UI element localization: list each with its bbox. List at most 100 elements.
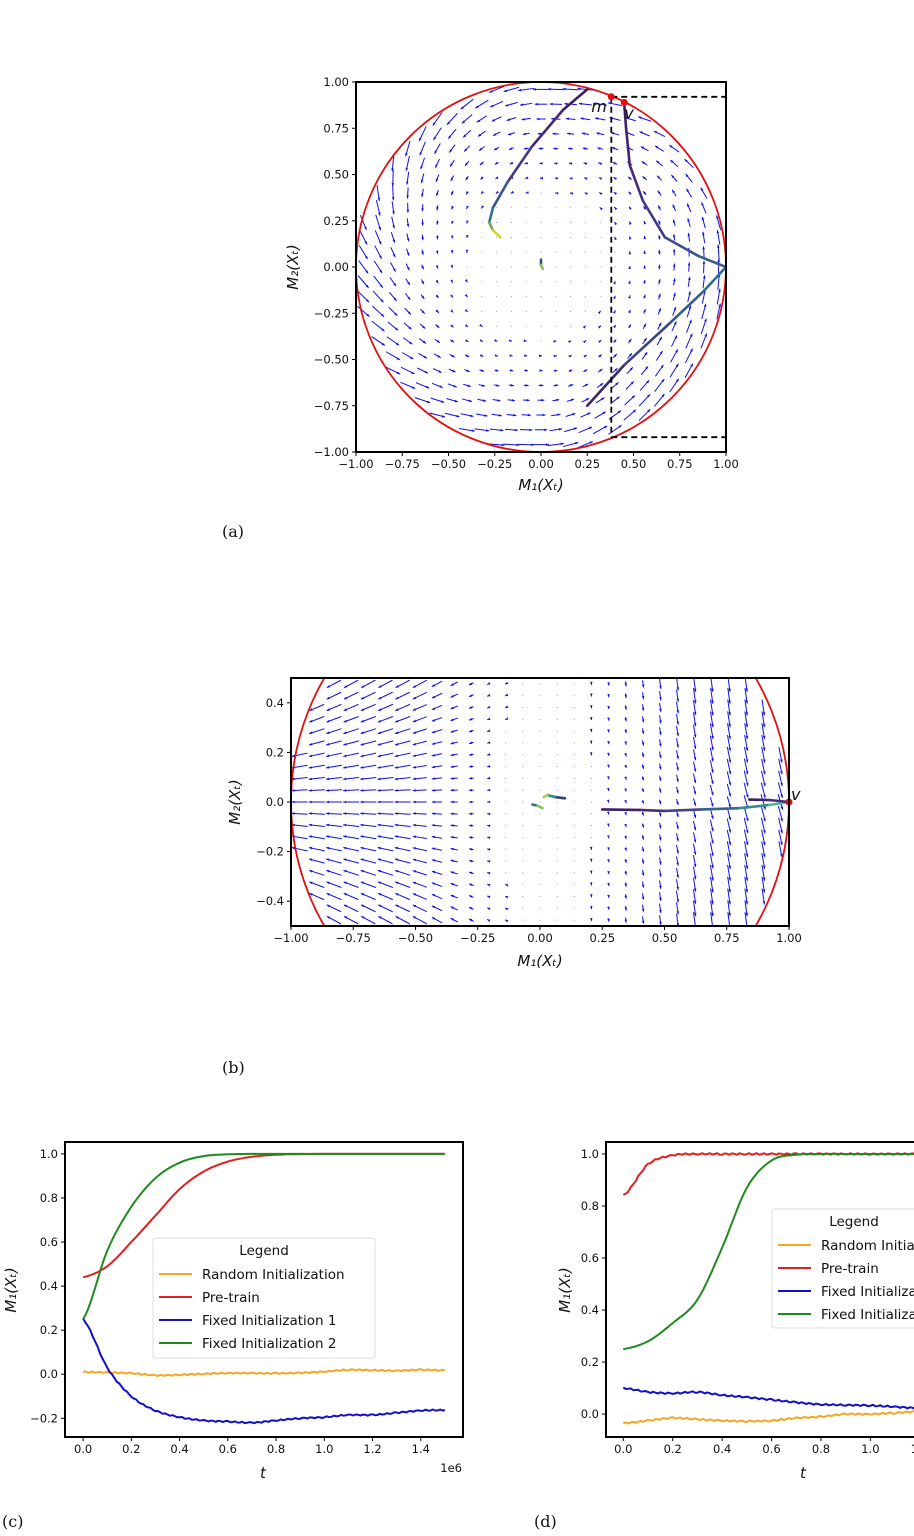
quiver-arrowhead <box>450 250 454 254</box>
y-tick-label: 0.2 <box>266 745 284 759</box>
y-tick-label: 0.75 <box>323 121 349 135</box>
quiver-arrowhead <box>628 191 632 195</box>
quiver-arrowhead <box>569 177 573 180</box>
quiver-arrowhead <box>658 205 661 209</box>
y-axis-label: M₂(Xₜ) <box>284 244 302 289</box>
quiver-arrowhead <box>607 894 610 898</box>
quiver-dot <box>555 325 557 327</box>
trajectory <box>531 803 544 810</box>
quiver-arrowhead <box>599 207 603 211</box>
x-tick-label: 0.2 <box>122 1442 140 1456</box>
quiver-dot <box>540 310 542 312</box>
quiver-arrowhead <box>762 901 766 905</box>
quiver-arrowhead <box>711 688 714 692</box>
quiver-arrowhead <box>638 116 642 119</box>
quiver-arrowhead <box>711 913 714 917</box>
quiver-dot <box>522 789 524 791</box>
quiver-arrowhead <box>381 342 385 346</box>
x-tick-label: −1.00 <box>338 457 373 471</box>
quiver-arrowhead <box>589 752 593 756</box>
quiver-arrowhead <box>450 683 454 686</box>
quiver-dot <box>539 884 541 886</box>
trajectory-segment <box>487 206 495 224</box>
quiver-arrowhead <box>711 747 714 751</box>
quiver-arrowhead <box>505 705 509 708</box>
quiver-arrowhead <box>522 132 526 136</box>
quiver-dot <box>481 266 483 268</box>
quiver-arrowhead <box>538 147 542 150</box>
quiver-arrowhead <box>589 870 593 874</box>
quiver-arrowhead <box>658 766 662 770</box>
quiver-arrowhead <box>391 197 395 201</box>
quiver-dot <box>525 251 527 253</box>
quiver-arrowhead <box>469 824 473 827</box>
quiver-arrowhead <box>687 233 691 237</box>
y-tick-label: −0.25 <box>314 306 349 320</box>
quiver-arrowhead <box>711 792 714 796</box>
x-axis-label: t <box>800 1464 807 1482</box>
quiver-arrowhead <box>510 190 515 194</box>
quiver-dot <box>540 296 542 298</box>
quiver-dot <box>539 872 541 874</box>
quiver-arrowhead <box>716 230 720 234</box>
quiver-dot <box>556 919 558 921</box>
quiver-dot <box>522 730 524 732</box>
quiver-arrowhead <box>624 919 628 923</box>
quiver-arrowhead <box>676 790 679 794</box>
quiver-dot <box>510 236 512 238</box>
quiver-arrowhead <box>693 900 697 904</box>
quiver-dot <box>522 683 524 685</box>
quiver-arrowhead <box>687 262 691 266</box>
quiver-dot <box>573 695 575 697</box>
series-line-3 <box>623 1152 914 1351</box>
quiver-arrowhead <box>624 847 627 851</box>
quiver-arrowhead <box>343 846 347 850</box>
quiver-arrowhead <box>670 160 674 163</box>
quiver-arrowhead <box>527 413 531 417</box>
quiver-arrowhead <box>466 369 470 372</box>
quiver-arrowhead <box>607 835 610 839</box>
quiver-arrowhead <box>360 800 364 804</box>
quiver-arrowhead <box>624 741 627 745</box>
quiver-arrowhead <box>589 858 593 862</box>
trajectory <box>585 265 726 408</box>
x-tick-label: 1.00 <box>776 931 802 945</box>
quiver-dot <box>522 848 524 850</box>
quiver-arrowhead <box>450 753 454 757</box>
quiver-dot <box>539 766 541 768</box>
quiver-dot <box>496 266 498 268</box>
quiver-arrowhead <box>582 147 586 150</box>
quiver-arrowhead <box>394 742 399 746</box>
quiver-arrowhead <box>581 132 585 135</box>
quiver-dot <box>539 825 541 827</box>
quiver-arrowhead <box>450 309 454 313</box>
quiver-arrowhead <box>673 321 677 325</box>
quiver-arrowhead <box>570 398 575 402</box>
quiver-arrowhead <box>456 414 460 418</box>
trajectory-segment <box>542 793 549 799</box>
y-tick-label: 0.6 <box>40 1235 58 1249</box>
quiver-dot <box>555 236 557 238</box>
trajectory-segment <box>491 180 510 210</box>
quiver-arrowhead <box>607 764 610 768</box>
quiver-arrowhead <box>326 708 330 711</box>
quiver-arrowhead <box>689 319 692 323</box>
legend-entry: Pre-train <box>821 1261 879 1277</box>
quiver-arrowhead <box>676 778 679 783</box>
quiver-dot <box>505 825 507 827</box>
quiver-arrowhead <box>672 204 676 208</box>
quiver-arrowhead <box>762 759 766 763</box>
quiver-arrowhead <box>481 384 485 387</box>
quiver-arrowhead <box>412 731 417 734</box>
quiver-arrowhead <box>711 780 714 785</box>
quiver-arrowhead <box>377 823 381 827</box>
quiver-arrowhead <box>658 249 661 253</box>
quiver-arrowhead <box>728 853 732 858</box>
quiver-arrowhead <box>360 846 364 850</box>
quiver-arrowhead <box>360 708 365 711</box>
quiver-arrowhead <box>589 905 593 910</box>
quiver-arrowhead <box>391 183 395 187</box>
quiver-arrowhead <box>763 782 766 787</box>
quiver-dot <box>540 251 542 253</box>
quiver-arrowhead <box>613 177 617 180</box>
